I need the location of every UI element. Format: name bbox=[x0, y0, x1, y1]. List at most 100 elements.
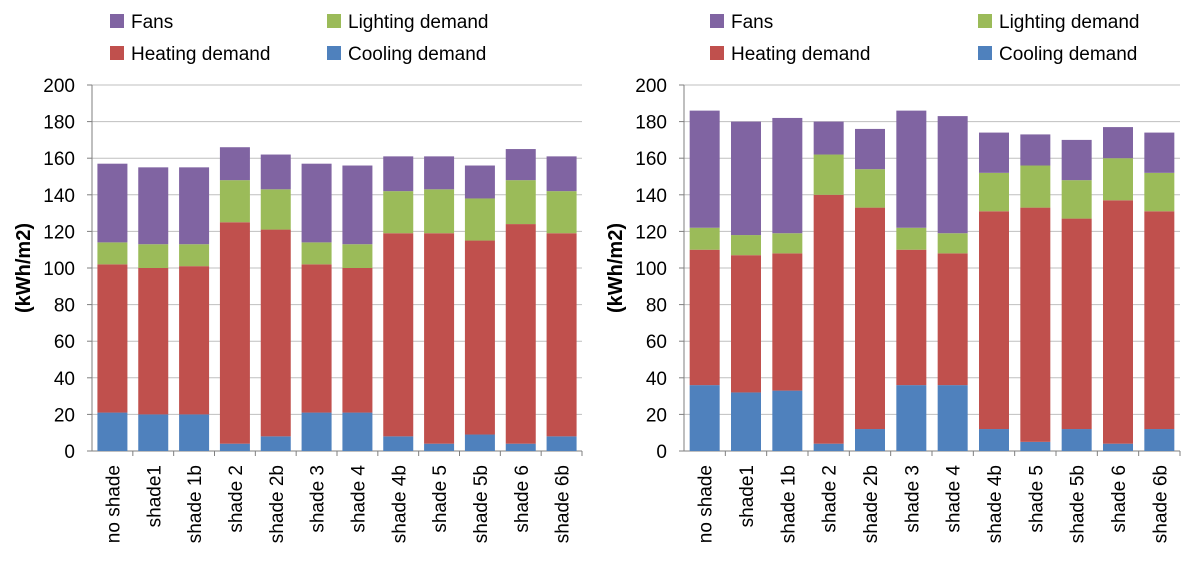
bar-segment-heating bbox=[464, 240, 495, 435]
bar-segment-lighting bbox=[772, 233, 803, 254]
bar-segment-cooling bbox=[979, 429, 1009, 451]
bar-segment-lighting bbox=[731, 235, 761, 256]
bar-segment-cooling bbox=[424, 443, 455, 451]
bar-segment-lighting bbox=[979, 172, 1009, 212]
x-tick-label: shade 4b bbox=[389, 465, 410, 543]
bar-segment-heating bbox=[855, 207, 885, 430]
bar-segment-lighting bbox=[179, 244, 210, 267]
bar-segment-cooling bbox=[813, 443, 844, 451]
bar-segment-heating bbox=[937, 253, 968, 386]
y-tick-label: 60 bbox=[646, 332, 667, 353]
legend-label-lighting: Lighting demand bbox=[999, 12, 1140, 33]
bar-segment-heating bbox=[138, 268, 169, 415]
x-tick-label: shade 5 bbox=[1026, 465, 1047, 533]
bar-segment-fans bbox=[1020, 134, 1051, 166]
bar-segment-heating bbox=[689, 249, 720, 386]
bar-segment-lighting bbox=[97, 242, 128, 265]
y-tick-label: 40 bbox=[54, 369, 75, 390]
legend-label-heating: Heating demand bbox=[131, 44, 270, 65]
bar-segment-cooling bbox=[219, 443, 250, 451]
left-chart-panel: 0 20 40 60 80 100 120 140 160 180 200 no shade shade… bbox=[13, 12, 583, 543]
bar-segment-lighting bbox=[937, 233, 968, 254]
y-tick-label: 180 bbox=[43, 113, 75, 134]
bar-segment-fans bbox=[179, 167, 210, 245]
x-tick-label: shade 5 bbox=[430, 465, 451, 533]
bar-segment-lighting bbox=[260, 189, 291, 230]
y-tick-label: 80 bbox=[646, 296, 667, 317]
x-tick-label: shade 6 bbox=[1109, 465, 1130, 533]
x-tick-label: shade 3 bbox=[902, 465, 923, 533]
x-tick-label: shade 2b bbox=[267, 465, 288, 543]
bar-segment-lighting bbox=[1020, 165, 1051, 208]
x-tick-label: shade 4 bbox=[944, 465, 965, 533]
x-tick-label: shade 2 bbox=[820, 465, 841, 533]
bar-segment-fans bbox=[1103, 127, 1133, 159]
bar-segment-heating bbox=[979, 211, 1009, 430]
bar-segment-cooling bbox=[138, 414, 169, 451]
x-tick-label: shade 6 bbox=[512, 465, 533, 533]
legend-swatch-fans bbox=[110, 14, 124, 28]
bar-segment-heating bbox=[896, 249, 927, 386]
bar-segment-fans bbox=[138, 167, 169, 245]
legend-label-fans: Fans bbox=[131, 12, 173, 33]
bar-segment-lighting bbox=[505, 180, 536, 225]
y-tick-label: 160 bbox=[635, 149, 667, 170]
bar-segment-lighting bbox=[342, 244, 373, 268]
y-tick-label: 120 bbox=[43, 222, 75, 243]
bar-segment-fans bbox=[1061, 139, 1092, 181]
legend-swatch-lighting bbox=[327, 14, 341, 28]
y-tick-label: 80 bbox=[54, 296, 75, 317]
bar-segment-heating bbox=[383, 233, 414, 437]
y-tick-label: 160 bbox=[43, 149, 75, 170]
y-tick-label: 140 bbox=[635, 186, 667, 207]
x-tick-label: shade 6b bbox=[1150, 465, 1171, 543]
bar-segment-lighting bbox=[464, 198, 495, 241]
x-tick-label: shade 4 bbox=[348, 465, 369, 533]
x-tick-label: no shade bbox=[696, 465, 717, 543]
bar-segment-lighting bbox=[1103, 158, 1133, 201]
y-tick-label: 20 bbox=[54, 405, 75, 426]
x-tick-label: shade 1b bbox=[778, 465, 799, 543]
bar-segment-lighting bbox=[546, 191, 577, 234]
x-tick-label: shade 2 bbox=[226, 465, 247, 533]
bar-segment-cooling bbox=[383, 436, 414, 451]
bar-segment-heating bbox=[731, 255, 761, 393]
bar-segment-heating bbox=[424, 233, 455, 444]
bar-segment-cooling bbox=[546, 436, 577, 451]
bar-segment-cooling bbox=[342, 412, 373, 451]
y-axis-title: (kWh/m2) bbox=[605, 223, 627, 313]
y-tick-label: 140 bbox=[43, 186, 75, 207]
bar-segment-fans bbox=[855, 128, 885, 170]
bar-segment-fans bbox=[772, 117, 803, 234]
x-tick-label: shade 5b bbox=[1068, 465, 1089, 543]
bar-segment-cooling bbox=[179, 414, 210, 451]
y-axis-title: (kWh/m2) bbox=[13, 223, 35, 313]
x-tick-label: shade 1b bbox=[185, 465, 206, 543]
bar-segment-fans bbox=[383, 156, 414, 192]
legend-label-fans: Fans bbox=[731, 12, 773, 33]
bar-segment-fans bbox=[505, 149, 536, 181]
legend-swatch-fans bbox=[710, 14, 724, 28]
x-tick-label: shade 5b bbox=[471, 465, 492, 543]
bar-segment-lighting bbox=[424, 189, 455, 234]
bar-segment-heating bbox=[219, 222, 250, 444]
bar-segment-cooling bbox=[1144, 429, 1175, 451]
bar-segment-lighting bbox=[138, 244, 169, 268]
bar-segment-lighting bbox=[301, 242, 332, 265]
x-tick-label: no shade bbox=[103, 465, 124, 543]
bar-segment-cooling bbox=[260, 436, 291, 451]
bar-segment-cooling bbox=[1020, 441, 1051, 451]
x-tick-label: shade 2b bbox=[861, 465, 882, 543]
bar-segment-cooling bbox=[937, 385, 968, 451]
bar-segment-cooling bbox=[689, 385, 720, 451]
x-tick-label: shade 6b bbox=[553, 465, 574, 543]
y-tick-label: 40 bbox=[646, 369, 667, 390]
bar-segment-cooling bbox=[97, 412, 128, 451]
bar-segment-heating bbox=[301, 264, 332, 413]
legend-label-lighting: Lighting demand bbox=[348, 12, 489, 33]
legend-label-cooling: Cooling demand bbox=[999, 44, 1137, 65]
right-chart-panel: 0 20 40 60 80 100 120 140 160 180 200 no shade shade… bbox=[592, 0, 1184, 562]
bar-segment-fans bbox=[979, 132, 1009, 173]
y-tick-label: 100 bbox=[635, 259, 667, 280]
bar-segment-fans bbox=[219, 147, 250, 181]
